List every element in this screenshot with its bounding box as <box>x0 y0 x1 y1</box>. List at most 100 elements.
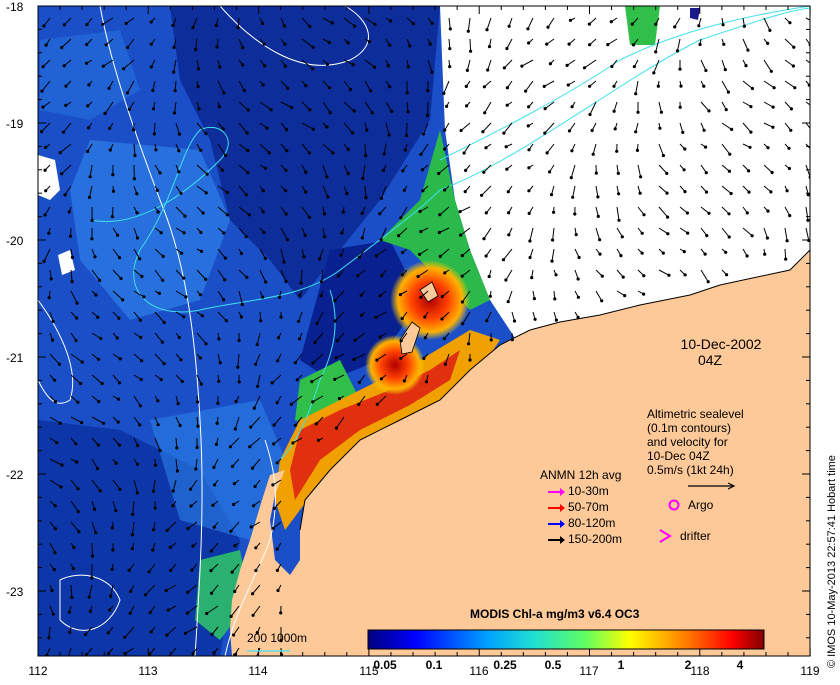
velocity-arrow-head <box>443 271 446 274</box>
velocity-arrow-head <box>63 64 66 67</box>
velocity-arrow-head <box>751 87 754 90</box>
velocity-arrow-head <box>588 113 591 116</box>
velocity-arrow-head <box>388 44 391 47</box>
velocity-arrow-head <box>554 273 557 276</box>
velocity-arrow-head <box>213 526 216 529</box>
velocity-arrow-head <box>684 273 687 276</box>
velocity-arrow-head <box>154 148 157 151</box>
velocity-arrow-head <box>154 507 157 510</box>
velocity-arrow-head <box>71 256 74 259</box>
velocity-arrow-head <box>619 254 622 257</box>
velocity-arrow-head <box>422 357 425 360</box>
velocity-arrow-head <box>399 216 402 219</box>
velocity-arrow-head <box>543 85 546 88</box>
velocity-arrow-head <box>358 256 361 259</box>
velocity-arrow-head <box>64 85 67 88</box>
velocity-arrow-head <box>144 593 147 596</box>
velocity-arrow-head <box>87 83 90 86</box>
velocity-arrow-head <box>356 274 359 277</box>
velocity-arrow-head <box>365 129 368 132</box>
velocity-arrow-head <box>276 401 279 404</box>
colorbar-tick-label: 1 <box>601 658 641 672</box>
velocity-arrow-head <box>773 86 776 89</box>
velocity-arrow-head <box>284 169 287 172</box>
velocity-arrow-head <box>788 214 791 217</box>
velocity-arrow-head <box>705 171 708 174</box>
velocity-arrow-head <box>140 378 143 381</box>
velocity-arrow-head <box>575 233 578 236</box>
velocity-arrow-head <box>597 215 600 218</box>
anmn-legend-title: ANMN 12h avg <box>540 468 621 482</box>
velocity-arrow-head <box>272 442 275 445</box>
velocity-arrow-head <box>272 527 275 530</box>
velocity-arrow-head <box>549 62 552 65</box>
velocity-arrow-head <box>465 104 468 107</box>
velocity-arrow-head <box>42 65 45 68</box>
velocity-arrow-head <box>245 276 248 279</box>
velocity-arrow-head <box>44 189 47 192</box>
velocity-arrow-head <box>276 569 279 572</box>
velocity-arrow-head <box>291 441 294 444</box>
velocity-arrow-head <box>107 87 110 90</box>
velocity-arrow-head <box>310 380 313 383</box>
velocity-arrow-head <box>285 128 288 131</box>
velocity-arrow-head <box>383 152 386 155</box>
velocity-arrow-head <box>485 211 488 214</box>
velocity-arrow-head <box>194 48 197 51</box>
velocity-arrow-head <box>171 504 174 507</box>
velocity-arrow-head <box>196 425 199 428</box>
velocity-arrow-head <box>183 231 186 234</box>
velocity-arrow-head <box>204 132 207 135</box>
velocity-arrow-head <box>502 132 505 135</box>
velocity-arrow-head <box>171 24 174 27</box>
velocity-arrow-head <box>325 175 328 178</box>
velocity-arrow-head <box>97 358 100 361</box>
velocity-arrow-head <box>408 44 411 47</box>
velocity-arrow-head <box>285 149 288 152</box>
velocity-arrow-head <box>379 336 382 339</box>
velocity-arrow-head <box>488 275 491 278</box>
velocity-arrow-head <box>231 571 234 574</box>
velocity-arrow-head <box>401 273 404 276</box>
velocity-arrow-head <box>115 462 118 465</box>
velocity-arrow-head <box>160 378 163 381</box>
lat-tick-label: -20 <box>6 234 32 248</box>
velocity-arrow-head <box>769 190 772 193</box>
velocity-arrow-head <box>153 132 156 135</box>
velocity-arrow-head <box>707 212 710 215</box>
arrow-icon <box>546 503 566 513</box>
velocity-arrow-head <box>99 337 102 340</box>
velocity-arrow-head <box>247 108 250 111</box>
velocity-arrow-head <box>238 339 241 342</box>
velocity-arrow-head <box>588 23 591 26</box>
velocity-arrow-head <box>189 488 192 491</box>
velocity-arrow-head <box>245 193 248 196</box>
velocity-arrow-head <box>75 316 78 319</box>
velocity-arrow-head <box>44 169 47 172</box>
velocity-arrow-head <box>404 148 407 151</box>
velocity-arrow-head <box>639 192 642 195</box>
velocity-arrow-head <box>369 89 372 92</box>
velocity-arrow-head <box>657 85 660 88</box>
velocity-arrow-head <box>308 151 311 154</box>
velocity-arrow-head <box>172 71 175 74</box>
velocity-arrow-head <box>114 509 117 512</box>
velocity-arrow-head <box>373 66 376 69</box>
velocity-arrow-head <box>482 237 485 240</box>
velocity-arrow-head <box>111 173 114 176</box>
velocity-arrow-head <box>222 91 225 94</box>
velocity-arrow-head <box>226 213 229 216</box>
velocity-arrow-head <box>64 104 67 107</box>
velocity-arrow-head <box>683 147 686 150</box>
velocity-arrow-head <box>421 189 424 192</box>
velocity-arrow-head <box>652 71 655 74</box>
velocity-arrow-head <box>210 592 213 595</box>
velocity-arrow-head <box>202 211 205 214</box>
velocity-arrow-head <box>466 69 469 72</box>
velocity-arrow-head <box>268 151 271 154</box>
velocity-arrow-head <box>286 87 289 90</box>
velocity-arrow-head <box>419 230 422 233</box>
velocity-arrow-head <box>53 379 56 382</box>
velocity-arrow-head <box>748 146 751 149</box>
velocity-arrow-head <box>200 383 203 386</box>
